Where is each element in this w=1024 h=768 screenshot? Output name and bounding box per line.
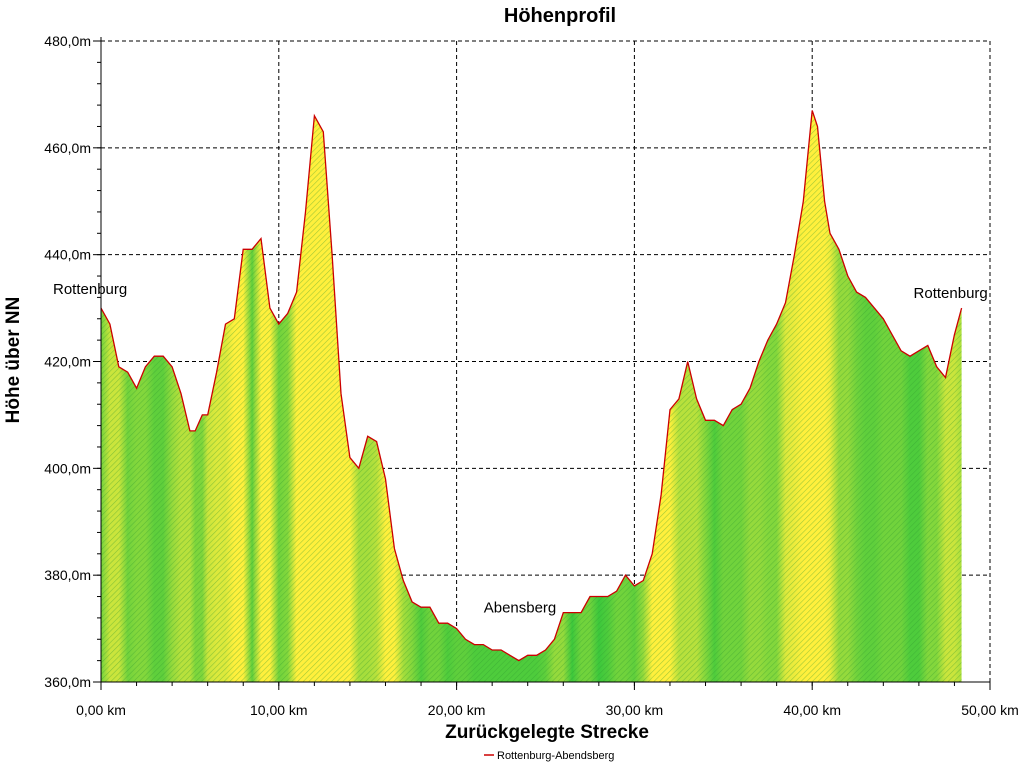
y-tick-label: 460,0m [44, 140, 91, 156]
location-annotation: Abensberg [484, 600, 557, 617]
annotations: Rottenburg Abensberg Rottenburg [53, 281, 988, 617]
area-hatch [101, 110, 962, 682]
y-axis-ticks: 360,0m 380,0m 400,0m 420,0m 440,0m 460,0m 480,… [44, 33, 91, 690]
x-tick-label: 40,00 km [783, 702, 841, 718]
y-axis-title: Höhe über NN [3, 297, 24, 424]
y-tick-label: 380,0m [44, 567, 91, 583]
x-axis-title: Zurückgelegte Strecke [445, 722, 649, 743]
x-axis-ticks: 0,00 km 10,00 km 20,00 km 30,00 km 40,00 km 5… [76, 702, 1019, 718]
series-line [100, 110, 963, 662]
location-annotation: Rottenburg [914, 285, 988, 302]
y-tick-label: 360,0m [44, 674, 91, 690]
y-tick-label: 400,0m [44, 460, 91, 476]
location-annotation: Rottenburg [53, 281, 127, 298]
x-tick-label: 0,00 km [76, 702, 126, 718]
x-tick-label: 50,00 km [961, 702, 1019, 718]
x-tick-label: 30,00 km [606, 702, 664, 718]
axes [93, 37, 991, 690]
legend: Rottenburg-Abendsberg [484, 750, 614, 762]
area-layer [100, 110, 963, 682]
y-tick-label: 420,0m [44, 354, 91, 370]
y-tick-label: 440,0m [44, 247, 91, 263]
y-tick-label: 480,0m [44, 33, 91, 49]
legend-label: Rottenburg-Abendsberg [497, 750, 614, 762]
x-tick-label: 10,00 km [250, 702, 308, 718]
x-tick-label: 20,00 km [428, 702, 486, 718]
chart-title: Höhenprofil [504, 5, 616, 27]
